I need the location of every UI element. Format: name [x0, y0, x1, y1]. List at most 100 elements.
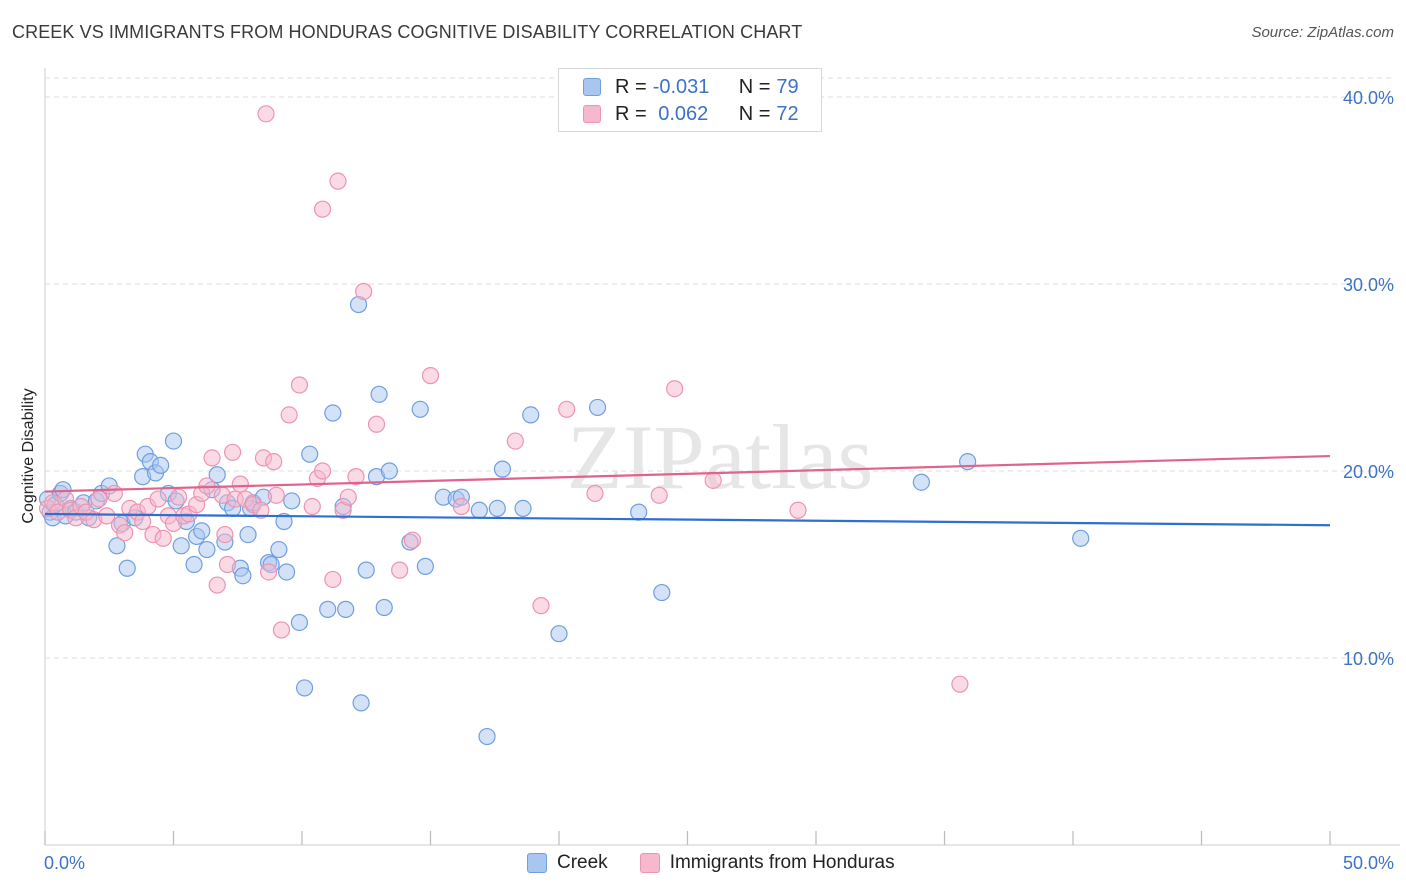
series-legend: Creek Immigrants from Honduras [527, 852, 927, 874]
watermark: ZIPatlas [567, 406, 874, 508]
honduras-point [105, 484, 123, 503]
creek-point [193, 522, 211, 540]
y-tick-label: 30.0% [1343, 275, 1394, 295]
honduras-point [506, 432, 524, 450]
honduras-point [134, 512, 152, 531]
creek-point [301, 445, 319, 463]
legend-label-honduras: Immigrants from Honduras [669, 852, 895, 873]
honduras-point [650, 486, 668, 504]
creek-point [234, 567, 252, 585]
honduras-point [116, 524, 134, 542]
creek-trend-line [44, 512, 1331, 527]
n-label: N = [738, 102, 771, 125]
creek-point [295, 679, 314, 697]
honduras-point [272, 621, 291, 639]
honduras-point [586, 484, 604, 503]
honduras-point [231, 475, 249, 493]
creek-point [164, 432, 183, 450]
creek-point [277, 563, 296, 581]
honduras-point [329, 172, 347, 190]
r-label: R = [615, 75, 647, 98]
honduras-point [90, 490, 108, 508]
y-axis-labels: 10.0% 20.0% 30.0% 40.0% [1343, 88, 1394, 669]
legend-item-creek: Creek [527, 852, 608, 874]
source-label: Source: ZipAtlas.com [1251, 24, 1394, 41]
honduras-point [290, 376, 309, 394]
honduras-point [558, 400, 576, 418]
honduras-point [216, 525, 234, 544]
creek-point [208, 466, 226, 484]
y-tick-label: 10.0% [1343, 649, 1394, 669]
honduras-point [391, 561, 409, 579]
y-tick-label: 20.0% [1343, 462, 1394, 482]
honduras-point [421, 367, 440, 385]
creek-point [478, 727, 496, 746]
honduras-point [170, 488, 188, 506]
honduras-legend-swatch [639, 853, 660, 873]
n-value-creek: 79 [776, 75, 799, 98]
honduras-point [347, 468, 365, 486]
r-value-creek: -0.031 [652, 75, 710, 98]
honduras-point [267, 486, 285, 504]
creek-swatch [583, 78, 601, 96]
trend-lines [44, 454, 1331, 527]
honduras-point [154, 529, 172, 547]
honduras-point [403, 531, 422, 549]
creek-point [380, 462, 398, 480]
honduras-point [303, 497, 321, 516]
honduras-swatch [583, 105, 601, 123]
chart-title: CREEK VS IMMIGRANTS FROM HONDURAS COGNIT… [12, 22, 803, 42]
honduras-point [208, 576, 226, 594]
creek-point [198, 540, 216, 559]
creek-point [270, 540, 288, 559]
honduras-point [367, 415, 386, 433]
n-value-honduras: 72 [776, 102, 799, 125]
creek-point [239, 525, 257, 544]
honduras-point [265, 453, 283, 471]
honduras-point [339, 488, 357, 506]
creek-point [588, 398, 607, 417]
y-tick-label: 40.0% [1343, 88, 1394, 108]
creek-point [470, 501, 488, 519]
honduras-point [704, 471, 722, 489]
honduras-point [313, 200, 332, 218]
creek-point [653, 583, 671, 602]
honduras-point [280, 406, 298, 424]
creek-point [152, 456, 170, 474]
x-tick-label-min: 0.0% [44, 853, 85, 873]
creek-point [172, 537, 190, 555]
honduras-point [203, 449, 221, 467]
creek-point [416, 557, 434, 575]
data-points [38, 105, 1090, 746]
creek-point [493, 460, 512, 478]
creek-point [118, 559, 136, 577]
creek-point [630, 503, 648, 521]
honduras-point [313, 462, 332, 480]
creek-point [375, 598, 393, 617]
creek-point [352, 694, 370, 712]
honduras-point [951, 675, 969, 693]
x-tick-label-max: 50.0% [1343, 853, 1394, 873]
creek-legend-swatch [527, 853, 547, 873]
n-label: N = [738, 75, 771, 98]
creek-point [514, 499, 532, 517]
creek-point [357, 561, 375, 579]
creek-point [337, 600, 355, 618]
r-value-honduras: 0.062 [652, 102, 709, 125]
legend-label-creek: Creek [557, 852, 608, 873]
honduras-point [98, 507, 116, 525]
creek-point [185, 555, 203, 574]
creek-point [1072, 529, 1090, 547]
grid [44, 68, 1400, 846]
r-label: R = [615, 102, 647, 125]
honduras-point [666, 380, 684, 398]
legend-item-honduras: Immigrants from Honduras [639, 852, 895, 874]
creek-point [283, 492, 301, 510]
honduras-point [252, 501, 270, 519]
honduras-point [452, 497, 470, 516]
creek-point [370, 385, 388, 403]
creek-point [488, 499, 506, 517]
honduras-point [324, 570, 342, 589]
honduras-point [532, 597, 550, 615]
